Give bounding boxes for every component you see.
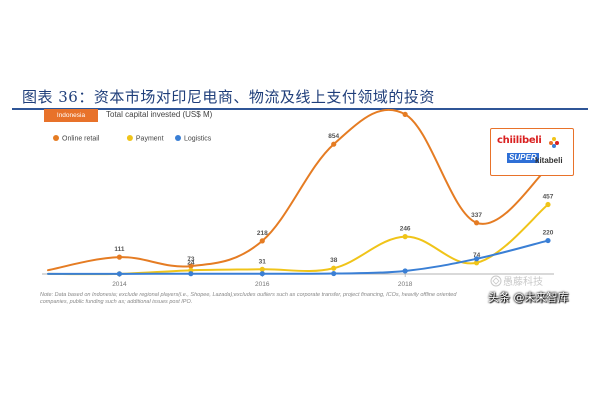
line-chart: 2014201620181112188543376992431382467445… [42, 108, 554, 288]
legend-marker-payment [126, 135, 133, 141]
data-point-logistics [545, 237, 551, 244]
data-label-logistics: 220 [543, 230, 554, 237]
chart-subtitle: Total capital invested (US$ M) [106, 110, 213, 119]
data-point-online-retail [402, 111, 408, 117]
data-label-payment: 457 [543, 194, 554, 201]
data-point-online-retail [331, 141, 337, 147]
kitabeli-mark-icon [549, 137, 559, 148]
figure-title: 图表 36：资本市场对印尼电商、物流及线上支付领域的投资 [22, 88, 435, 106]
data-point-payment [259, 266, 265, 272]
data-point-logistics [402, 268, 408, 274]
data-point-logistics [188, 271, 194, 277]
data-label-extra: 73 [187, 256, 195, 263]
data-label-payment: 246 [400, 226, 411, 233]
brand-logos-box: chiilibeli SUPER kitabeli [490, 128, 574, 176]
data-point-online-retail [116, 254, 123, 260]
country-badge: Indonesia [44, 109, 98, 122]
watermark-icon [490, 275, 502, 287]
x-tick-label: 2018 [398, 281, 413, 288]
data-point-online-retail [188, 263, 194, 269]
data-label-payment: 31 [259, 258, 267, 265]
legend-label-payment: Payment [136, 136, 164, 143]
chart-area: Indonesia Total capital invested (US$ M)… [12, 108, 588, 312]
x-tick-label: 2014 [112, 281, 127, 288]
data-point-payment [402, 234, 408, 240]
watermark-text: 愚藤科技 [503, 277, 543, 288]
data-point-payment [545, 201, 551, 208]
chart-note: Note: Data based on Indonesia; exclude r… [40, 292, 457, 305]
figure-title-bar: 图表 36：资本市场对印尼电商、物流及线上支付领域的投资 [12, 86, 588, 110]
series-line-logistics [47, 239, 549, 275]
data-point-payment [331, 265, 337, 271]
data-label-payment: 38 [330, 257, 338, 264]
data-point-logistics [331, 270, 337, 277]
source-watermark: 头条 @未来智库 [488, 291, 569, 304]
legend-label-online-retail: Online retail [62, 136, 100, 143]
data-point-online-retail [259, 238, 265, 244]
data-point-online-retail [473, 220, 480, 226]
data-point-payment [473, 260, 480, 266]
legend-label-logistics: Logistics [184, 136, 212, 143]
data-label-online-retail: 111 [114, 246, 125, 253]
x-tick-label: 2016 [255, 281, 270, 288]
data-label-payment: 24 [187, 259, 195, 266]
super-logo: SUPER [507, 153, 539, 163]
data-point-logistics [116, 271, 123, 277]
data-label-online-retail: 854 [328, 133, 339, 140]
data-label-payment: 74 [473, 252, 481, 259]
legend-marker-online-retail [53, 135, 59, 141]
data-label-online-retail: 337 [471, 212, 482, 219]
kitabeli-logo: kitabeli [535, 156, 563, 165]
data-point-logistics [473, 256, 480, 262]
data-label-online-retail: 218 [257, 230, 268, 237]
legend-marker-logistics [175, 135, 181, 141]
chiliibeli-logo: chiilibeli [497, 135, 542, 146]
data-point-logistics [259, 271, 265, 277]
